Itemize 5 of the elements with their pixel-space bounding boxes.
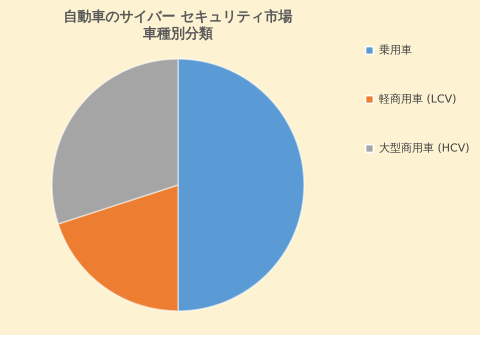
legend-label: 大型商用車 (HCV) (379, 142, 470, 154)
chart-title: 自動車のサイバー セキュリティ市場 (64, 8, 292, 25)
chart-subtitle: 車種別分類 (142, 26, 213, 42)
legend-label: 軽商用車 (LCV) (379, 92, 456, 106)
legend-label: 乗用車 (379, 44, 412, 56)
